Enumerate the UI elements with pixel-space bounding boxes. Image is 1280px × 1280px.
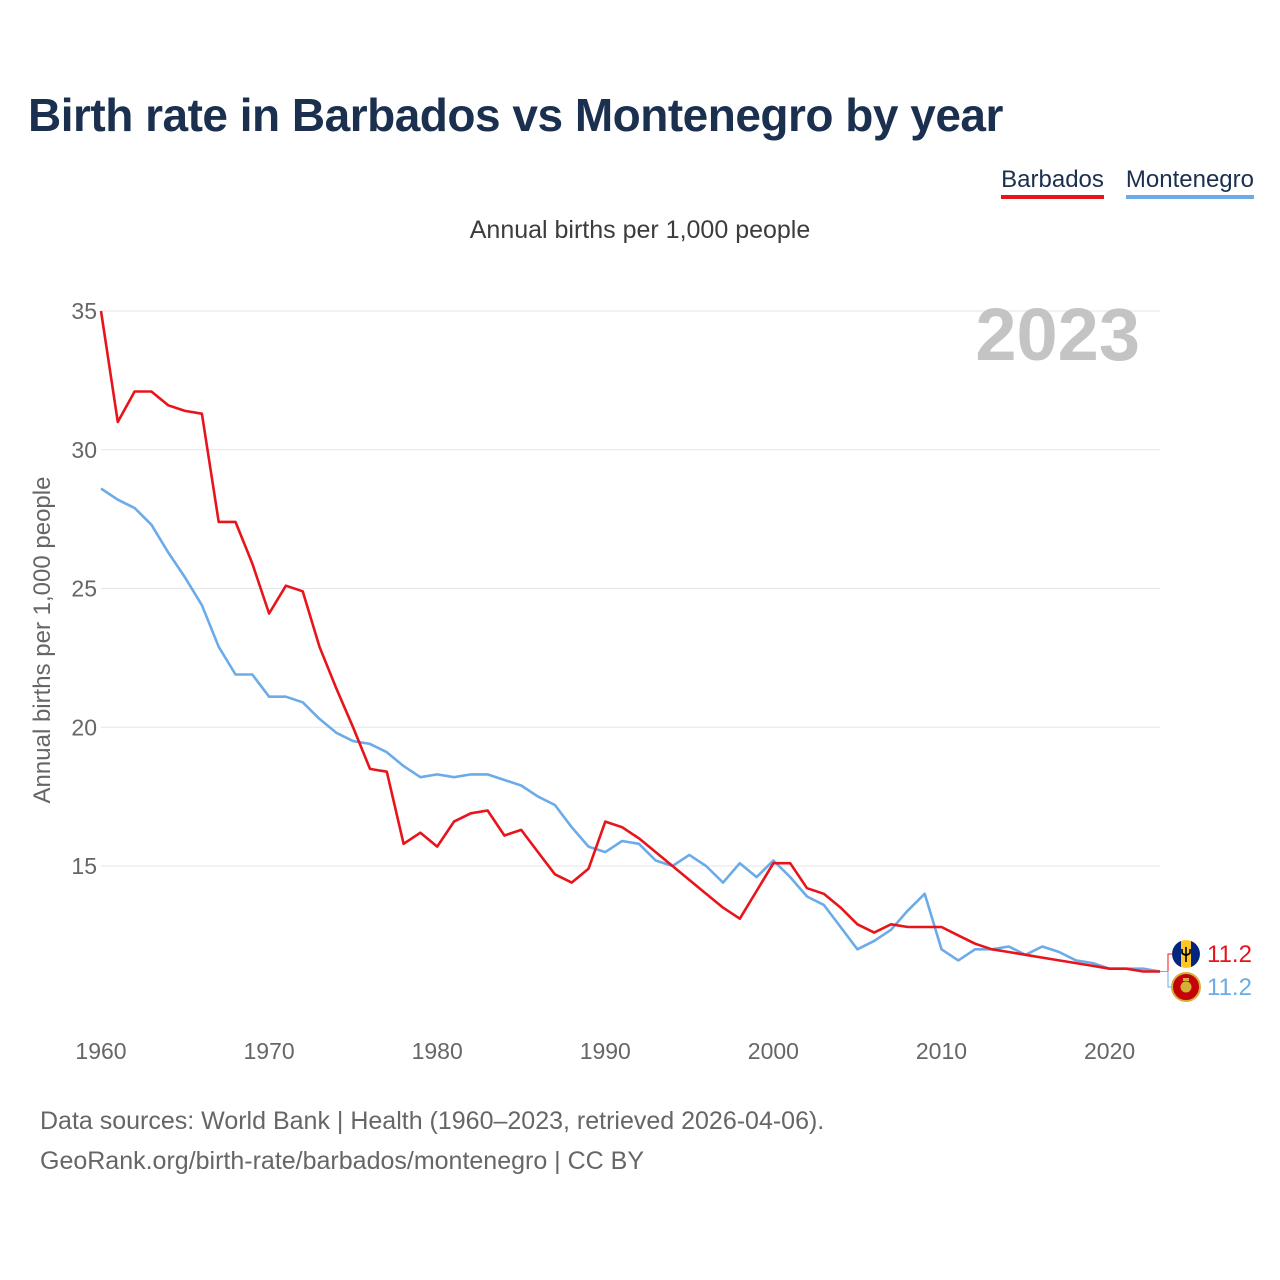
x-tick-label-2000: 2000 <box>748 1038 799 1064</box>
year-badge: 2023 <box>975 293 1140 376</box>
source-line-2[interactable]: GeoRank.org/birth-rate/barbados/monteneg… <box>40 1147 645 1175</box>
barbados-flag-right <box>1191 940 1200 968</box>
legend: Barbados Montenegro <box>1001 166 1254 199</box>
barbados-trident <box>1181 947 1191 962</box>
series-line-barbados <box>99 310 1160 973</box>
series-line-montenegro <box>100 487 1161 973</box>
x-tick-label-1960: 1960 <box>75 1038 126 1064</box>
barbados-flag-icon <box>1172 940 1200 968</box>
end-labels: 11.2 11.2 <box>1160 940 1252 1002</box>
x-tick-label-1980: 1980 <box>412 1038 463 1064</box>
y-tick-label-30: 30 <box>71 437 97 463</box>
y-axis-ticks: 15 20 25 30 35 <box>71 298 97 879</box>
source-line-1: Data sources: World Bank | Health (1960–… <box>40 1107 825 1135</box>
montenegro-eagle <box>1180 981 1192 993</box>
y-tick-label-35: 35 <box>71 298 97 324</box>
barbados-flag-left <box>1172 940 1181 968</box>
y-axis-label: Annual births per 1,000 people <box>29 477 56 804</box>
chart-subtitle: Annual births per 1,000 people <box>469 216 811 244</box>
end-label-barbados: 11.2 <box>1207 941 1252 968</box>
legend-item-barbados[interactable]: Barbados <box>1001 166 1104 199</box>
x-axis-ticks: 1960 1970 1980 1990 2000 2010 2020 <box>75 1038 1135 1064</box>
x-tick-label-1970: 1970 <box>244 1038 295 1064</box>
chart-title: Birth rate in Barbados vs Montenegro by … <box>28 89 1003 141</box>
x-tick-label-2010: 2010 <box>916 1038 967 1064</box>
legend-item-montenegro[interactable]: Montenegro <box>1125 166 1254 199</box>
y-tick-label-25: 25 <box>71 576 97 602</box>
grid-lines <box>101 310 1160 867</box>
x-tick-label-1990: 1990 <box>580 1038 631 1064</box>
montenegro-flag-icon <box>1171 972 1201 1002</box>
montenegro-flag-border <box>1171 972 1201 1002</box>
x-tick-label-2020: 2020 <box>1084 1038 1135 1064</box>
y-tick-label-20: 20 <box>71 714 97 740</box>
end-label-montenegro: 11.2 <box>1207 974 1252 1001</box>
y-tick-label-15: 15 <box>71 853 97 879</box>
series-lines <box>99 310 1161 973</box>
montenegro-crown <box>1183 978 1189 981</box>
